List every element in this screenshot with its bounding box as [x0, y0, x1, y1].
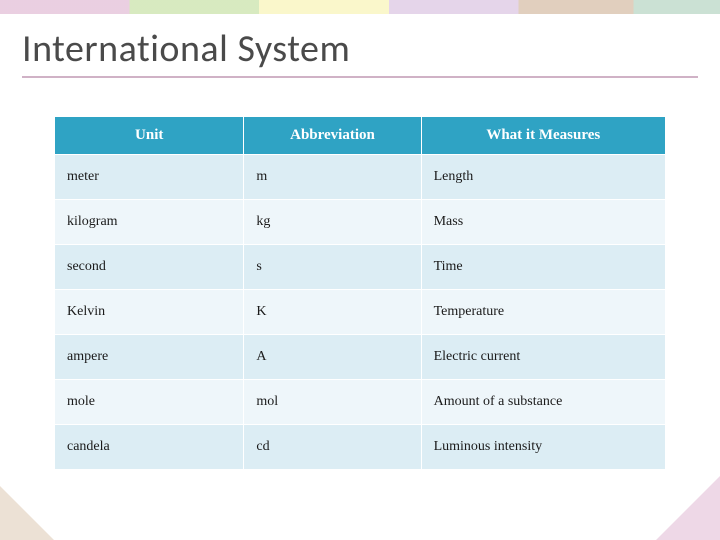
table-row: ampere A Electric current: [55, 335, 666, 380]
table-row: second s Time: [55, 245, 666, 290]
cell-abbrev: K: [244, 290, 421, 335]
col-header-unit: Unit: [55, 117, 244, 155]
cell-unit: Kelvin: [55, 290, 244, 335]
col-header-abbrev: Abbreviation: [244, 117, 421, 155]
cell-measures: Time: [421, 245, 665, 290]
cell-measures: Electric current: [421, 335, 665, 380]
col-header-measures: What it Measures: [421, 117, 665, 155]
cell-abbrev: kg: [244, 200, 421, 245]
cell-abbrev: A: [244, 335, 421, 380]
cell-measures: Temperature: [421, 290, 665, 335]
decorative-top-stripe: [0, 0, 720, 14]
table-row: kilogram kg Mass: [55, 200, 666, 245]
cell-abbrev: s: [244, 245, 421, 290]
table-row: mole mol Amount of a substance: [55, 380, 666, 425]
decorative-corner-bottom-right: [656, 476, 720, 540]
table-row: meter m Length: [55, 155, 666, 200]
cell-unit: kilogram: [55, 200, 244, 245]
cell-unit: mole: [55, 380, 244, 425]
cell-abbrev: m: [244, 155, 421, 200]
cell-measures: Amount of a substance: [421, 380, 665, 425]
cell-measures: Luminous intensity: [421, 425, 665, 470]
cell-unit: ampere: [55, 335, 244, 380]
page-title: International System: [22, 26, 698, 72]
si-units-table-wrap: Unit Abbreviation What it Measures meter…: [54, 116, 666, 470]
table-header-row: Unit Abbreviation What it Measures: [55, 117, 666, 155]
table-row: candela cd Luminous intensity: [55, 425, 666, 470]
title-block: International System: [22, 26, 698, 78]
cell-measures: Length: [421, 155, 665, 200]
cell-abbrev: cd: [244, 425, 421, 470]
table-row: Kelvin K Temperature: [55, 290, 666, 335]
si-units-table: Unit Abbreviation What it Measures meter…: [54, 116, 666, 470]
cell-unit: second: [55, 245, 244, 290]
cell-abbrev: mol: [244, 380, 421, 425]
decorative-corner-bottom-left: [0, 486, 54, 540]
title-underline: [22, 76, 698, 78]
cell-unit: meter: [55, 155, 244, 200]
cell-measures: Mass: [421, 200, 665, 245]
cell-unit: candela: [55, 425, 244, 470]
